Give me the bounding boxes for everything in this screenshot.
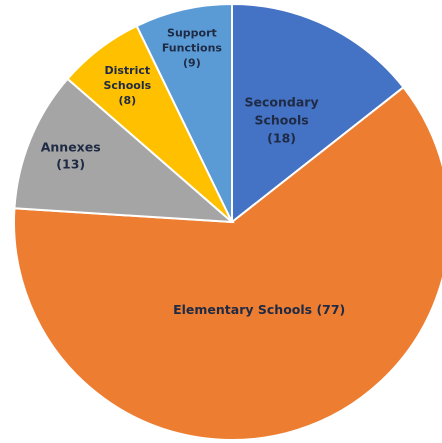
pie-label-support-functions: Support Functions (9) (162, 27, 223, 70)
pie-slices (13, 2, 442, 441)
pie-label-line: Support (167, 27, 217, 40)
pie-label-line: Functions (162, 42, 223, 55)
pie-slice-annexes (13, 77, 235, 224)
pie-label-elementary-schools: Elementary Schools (77) (173, 302, 345, 317)
pie-slice-secondary-schools (231, 2, 405, 225)
pie-label-line: District (104, 64, 150, 77)
pie-slice-elementary-schools (13, 85, 442, 441)
pie-labels: Secondary Schools (18) Elementary Schools (… (41, 27, 346, 317)
pie-label-secondary-schools: Secondary Schools (18) (245, 94, 319, 145)
pie-label-district-schools: District Schools (8) (103, 64, 151, 107)
pie-label-line: (18) (267, 130, 296, 145)
pie-label-line: (13) (56, 157, 85, 172)
pie-label-line: (8) (118, 94, 136, 107)
pie-label-line: Elementary Schools (77) (173, 302, 345, 317)
pie-label-line: (9) (183, 57, 201, 70)
pie-label-line: Annexes (41, 140, 101, 155)
pie-label-line: Secondary (245, 94, 319, 109)
pie-label-annexes: Annexes (13) (41, 140, 101, 172)
pie-label-line: Schools (254, 112, 308, 127)
pie-slice-support-functions (135, 2, 233, 223)
pie-label-line: Schools (103, 79, 151, 92)
